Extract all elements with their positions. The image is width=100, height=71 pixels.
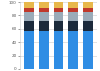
Bar [54, 12, 63, 22]
Bar [39, 12, 48, 22]
Bar [54, 2, 63, 8]
Bar [39, 31, 48, 69]
Bar [24, 8, 34, 12]
Bar [54, 31, 63, 69]
Bar [39, 22, 48, 31]
Bar [68, 31, 78, 69]
Bar [54, 22, 63, 31]
Bar [83, 31, 93, 69]
Bar [24, 22, 34, 31]
Bar [39, 2, 48, 8]
Bar [54, 8, 63, 12]
Bar [83, 22, 93, 31]
Bar [83, 12, 93, 22]
Bar [83, 2, 93, 8]
Bar [68, 2, 78, 8]
Bar [24, 12, 34, 22]
Bar [68, 12, 78, 22]
Bar [24, 2, 34, 8]
Bar [83, 8, 93, 12]
Bar [68, 8, 78, 12]
Bar [39, 8, 48, 12]
Bar [24, 31, 34, 69]
Bar [68, 22, 78, 31]
